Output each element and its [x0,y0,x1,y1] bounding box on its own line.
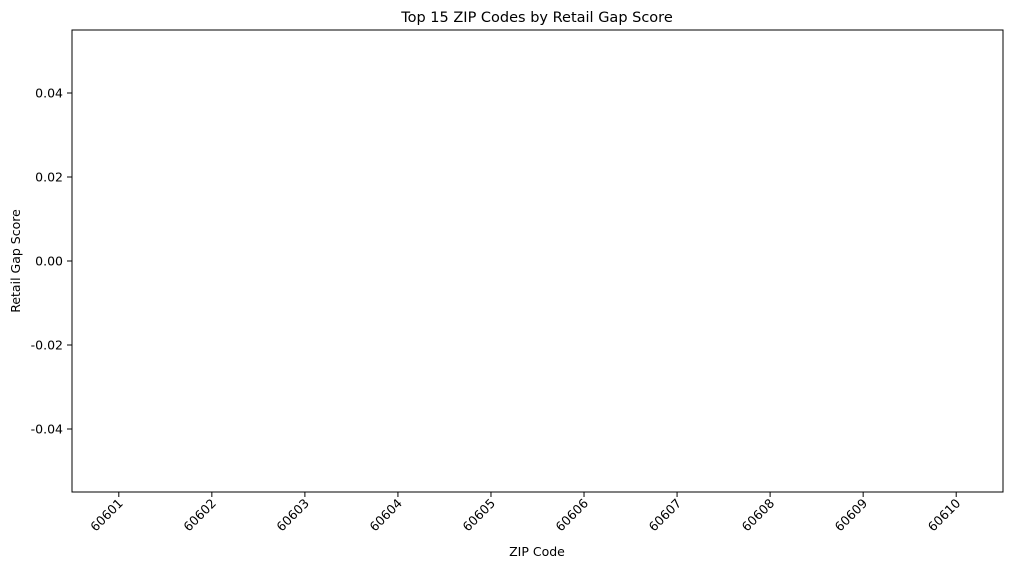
chart-title: Top 15 ZIP Codes by Retail Gap Score [400,10,673,26]
x-axis-label: ZIP Code [509,544,565,559]
x-tick-label: 60606 [552,495,591,534]
y-axis-ticks: -0.04 -0.02 0.00 0.02 0.04 [31,86,72,437]
x-tick-label: 60608 [739,495,778,534]
y-tick-label: -0.02 [31,338,63,353]
x-tick-label: 60604 [366,495,405,534]
y-tick-label: 0.02 [35,170,63,185]
x-tick-label: 60610 [925,495,964,534]
x-axis-ticks: 60601 60602 60603 60604 60605 60606 60607 60608… [87,492,963,534]
plot-area [71,29,1004,493]
x-tick-label: 60602 [180,496,219,535]
x-tick-label: 60607 [645,496,684,535]
y-tick-label: 0.00 [35,254,63,269]
x-tick-label: 60605 [459,496,498,535]
x-tick-label: 60603 [273,496,312,535]
y-tick-label: -0.04 [31,422,63,437]
x-tick-label: 60609 [832,495,871,534]
x-tick-label: 60601 [87,496,126,535]
y-axis-label: Retail Gap Score [8,209,23,313]
y-tick-label: 0.04 [35,86,63,101]
